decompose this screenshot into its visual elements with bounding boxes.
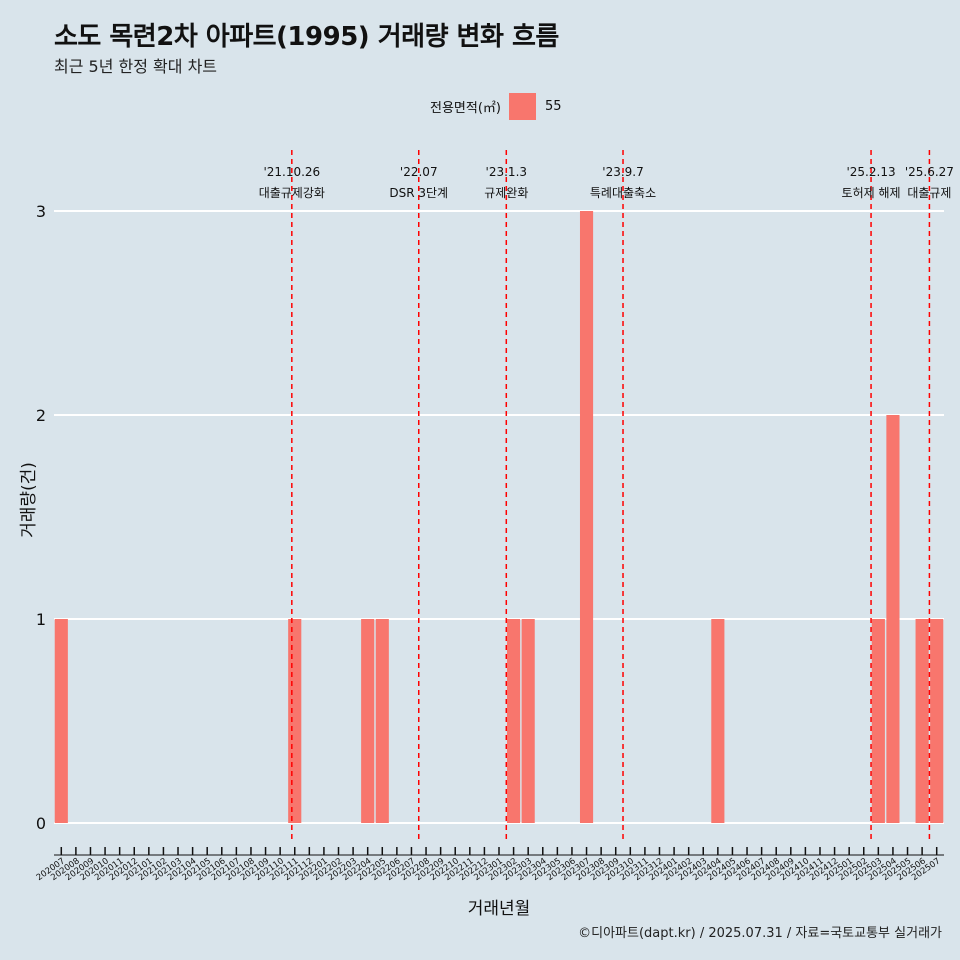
event-marker-label: 규제완화 [484,186,528,200]
y-tick-label: 3 [36,202,46,221]
bar [375,619,389,823]
bar [930,619,944,823]
bar [361,619,375,823]
chart-title: 소도 목련2차 아파트(1995) 거래량 변화 흐름 [54,22,559,52]
bar [288,619,302,823]
source-caption: ©디아파트(dapt.kr) / 2025.07.31 / 자료=국토교통부 실… [578,926,942,941]
event-marker-label: 특례대출축소 [590,186,656,200]
bar [871,619,885,823]
event-marker-label: 대출규제 [907,186,951,200]
y-tick-label: 2 [36,406,46,425]
bar [521,619,535,823]
event-marker-label: DSR 3단계 [389,186,448,200]
y-tick-label: 0 [36,814,46,833]
chart-subtitle: 최근 5년 한정 확대 차트 [54,57,218,76]
event-marker-label: 대출규제강화 [259,186,325,200]
legend-item-label: 55 [544,99,562,114]
bar [54,619,68,823]
legend-swatch [508,93,536,120]
legend: 전용면적(㎡) 55 [430,93,562,120]
bar [579,211,594,823]
event-marker-date: '25.2.13 [846,165,895,179]
legend-title: 전용면적(㎡) [430,101,501,116]
event-marker-date: '25.6.27 [905,165,954,179]
x-axis-title: 거래년월 [468,899,531,919]
bar [507,619,521,823]
event-marker-date: '22.07 [400,165,438,179]
event-marker-date: '23.9.7 [602,165,643,179]
bar [915,619,929,823]
event-marker-label: 토허제 해제 [842,186,901,200]
event-marker-date: '21.10.26 [263,165,320,179]
bar [886,415,900,823]
y-tick-label: 1 [36,610,46,629]
bar [711,619,725,823]
event-marker-date: '23.1.3 [486,165,527,179]
y-axis-title: 거래량(건) [19,462,39,538]
